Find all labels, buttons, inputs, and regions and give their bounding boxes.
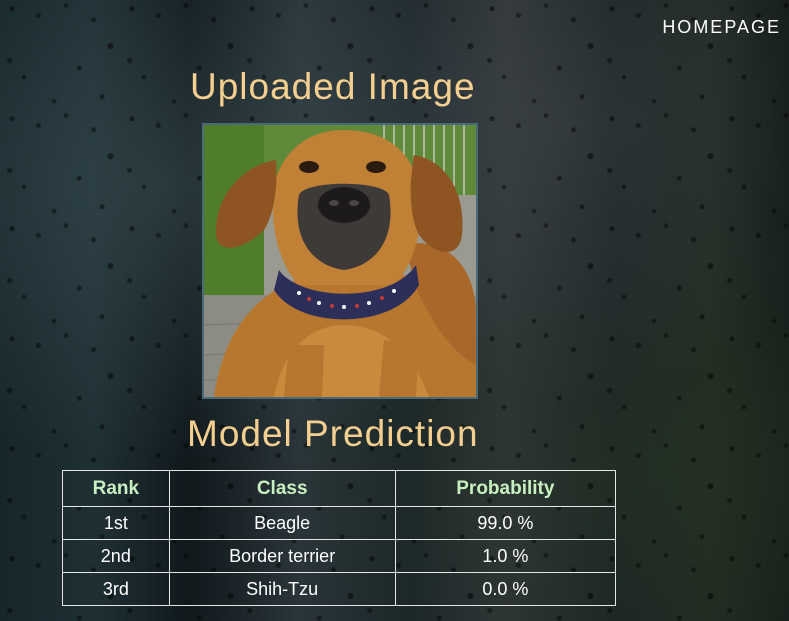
prediction-table: Rank Class Probability 1st Beagle 99.0 %…	[62, 470, 617, 606]
column-header-class: Class	[168, 470, 396, 507]
probability-cell: 99.0 %	[394, 506, 617, 540]
column-header-rank: Rank	[62, 470, 170, 507]
rank-cell: 3rd	[62, 572, 170, 606]
class-cell: Border terrier	[168, 539, 396, 573]
uploaded-image-title: Uploaded Image	[190, 66, 476, 107]
homepage-link[interactable]: HOMEPAGE	[662, 17, 781, 37]
table-row: 1st Beagle 99.0 %	[62, 506, 617, 540]
probability-cell: 0.0 %	[394, 572, 617, 606]
table-row: 3rd Shih-Tzu 0.0 %	[62, 572, 617, 606]
rank-cell: 2nd	[62, 539, 170, 573]
class-cell: Shih-Tzu	[168, 572, 396, 606]
column-header-probability: Probability	[394, 470, 617, 507]
table-row: 2nd Border terrier 1.0 %	[62, 539, 617, 573]
probability-cell: 1.0 %	[394, 539, 617, 573]
model-prediction-title: Model Prediction	[187, 413, 479, 454]
class-cell: Beagle	[168, 506, 396, 540]
uploaded-image	[202, 123, 478, 399]
rank-cell: 1st	[62, 506, 170, 540]
table-header-row: Rank Class Probability	[62, 470, 617, 507]
